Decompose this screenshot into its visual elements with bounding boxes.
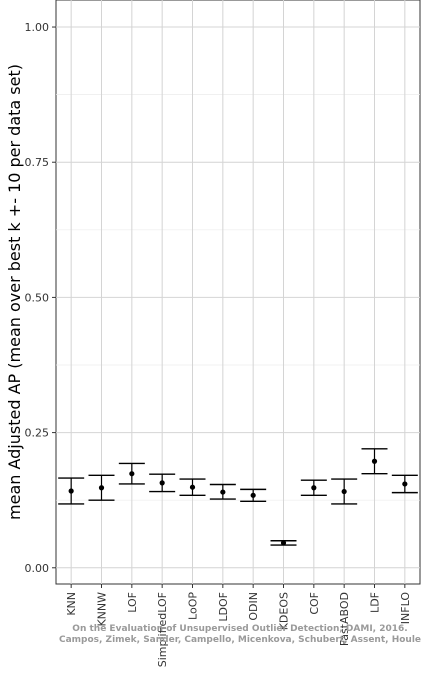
x-tick-label: KDEOS	[278, 592, 291, 630]
y-tick-label: 0.00	[25, 562, 50, 575]
x-tick-label: ODIN	[247, 592, 260, 621]
data-marks	[58, 448, 418, 546]
data-point	[280, 540, 287, 546]
x-tick-label: LOF	[126, 592, 139, 613]
data-point	[220, 489, 226, 495]
plot-panel	[55, 0, 421, 585]
y-tick-label: 0.75	[25, 156, 50, 169]
x-tick-label: SimplifiedLOF	[156, 592, 169, 667]
x-tick-label: KNN	[65, 592, 78, 616]
x-tick-label: LoOP	[187, 592, 200, 620]
data-point	[341, 488, 347, 495]
x-tick-label: KNNW	[96, 592, 109, 627]
data-point	[311, 485, 317, 491]
y-tick-label: 0.50	[25, 291, 50, 304]
y-tick-label: 0.25	[25, 427, 50, 440]
axes: 0.00 0.25 0.50 0.75 1.00 KNN KNNW LOF Simplified…	[25, 21, 412, 667]
data-point	[371, 458, 378, 464]
data-point	[189, 484, 196, 490]
data-point	[402, 481, 408, 487]
watermark-line2: Campos, Zimek, Sander, Campello, Micenko…	[59, 635, 421, 645]
data-point	[129, 471, 135, 477]
x-tick-label: LDOF	[217, 592, 230, 622]
x-tick-label: COF	[308, 592, 321, 615]
y-tick-label: 1.00	[25, 21, 50, 34]
x-tick-label: LDF	[369, 592, 382, 613]
data-point	[250, 492, 256, 498]
y-axis-title: mean Adjusted AP (mean over best k +- 10…	[5, 64, 24, 520]
data-point	[68, 488, 74, 494]
data-point	[159, 480, 165, 486]
data-point	[98, 485, 105, 491]
watermark-line1: On the Evaluation of Unsupervised Outlie…	[72, 624, 407, 634]
x-tick-label: FastABOD	[338, 592, 351, 646]
x-tick-label: INFLO	[399, 592, 412, 625]
